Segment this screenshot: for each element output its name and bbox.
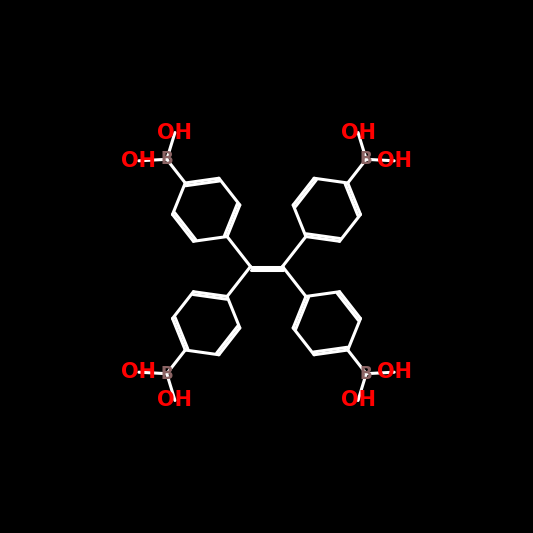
Text: OH: OH [122, 362, 156, 382]
Text: OH: OH [122, 151, 156, 171]
Text: OH: OH [377, 151, 411, 171]
Text: B: B [360, 365, 373, 383]
Text: B: B [360, 150, 373, 168]
Text: OH: OH [341, 391, 376, 410]
Text: OH: OH [157, 391, 192, 410]
Text: B: B [160, 150, 173, 168]
Text: B: B [160, 365, 173, 383]
Text: OH: OH [341, 123, 376, 142]
Text: OH: OH [157, 123, 192, 142]
Text: OH: OH [377, 362, 411, 382]
